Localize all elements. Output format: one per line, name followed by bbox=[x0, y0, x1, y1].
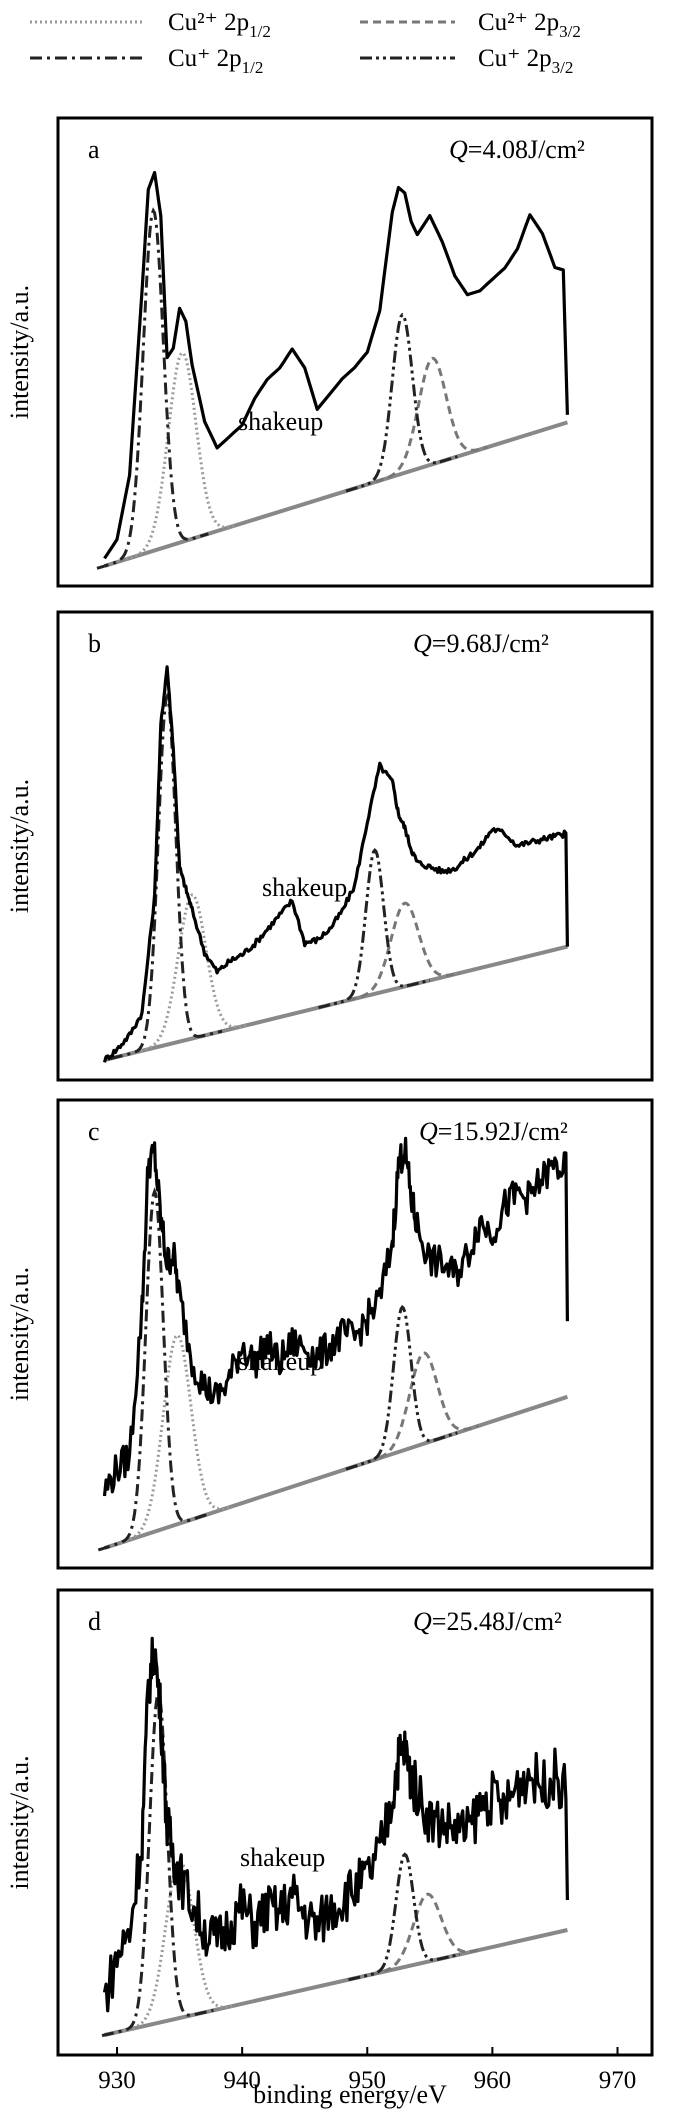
shakeup-label: shakeup bbox=[240, 1843, 325, 1872]
x-axis-label: binding energy/eV bbox=[253, 2080, 447, 2109]
panel-frame bbox=[56, 1588, 654, 2057]
panel-frame bbox=[56, 610, 654, 1082]
baseline bbox=[103, 1394, 569, 1550]
panel-a: a Q=4.08J/cm² shakeup intensity/a.u. bbox=[5, 116, 654, 588]
y-axis-label: intensity/a.u. bbox=[5, 1267, 34, 1401]
x-tick-label: 950 bbox=[349, 2067, 387, 2094]
legend-item: Cu⁺ 2p3/2 bbox=[360, 45, 573, 77]
component-peak bbox=[370, 1892, 483, 1976]
legend-label: Cu⁺ 2p1/2 bbox=[168, 45, 263, 77]
component-peak bbox=[348, 1852, 461, 1982]
panel-letter: b bbox=[88, 629, 101, 658]
legend-label: Cu²⁺ 2p3/2 bbox=[478, 9, 581, 41]
x-tick-label: 960 bbox=[474, 2067, 512, 2094]
total-envelope bbox=[102, 665, 569, 1063]
component-peak bbox=[318, 847, 431, 1010]
component-peak bbox=[348, 901, 461, 1002]
fluence-label: Q=15.92J/cm² bbox=[419, 1117, 568, 1146]
panel-d: d Q=25.48J/cm² shakeup intensity/a.u. bbox=[5, 1588, 654, 2057]
fluence-label: Q=25.48J/cm² bbox=[413, 1607, 562, 1636]
x-axis: 930 940 950 960 970 binding energy/eV bbox=[98, 2047, 636, 2109]
total-envelope bbox=[102, 1636, 569, 2013]
panel-letter: d bbox=[88, 1607, 101, 1636]
legend-item: Cu²⁺ 2p1/2 bbox=[30, 9, 271, 41]
component-peak bbox=[345, 1304, 458, 1471]
legend-label: Cu⁺ 2p3/2 bbox=[478, 45, 573, 77]
panels: a Q=4.08J/cm² shakeup intensity/a.u. b Q=9.68… bbox=[5, 116, 654, 2057]
component-peak bbox=[345, 312, 458, 493]
baseline bbox=[104, 1928, 568, 2037]
panel-frame bbox=[56, 1098, 654, 1570]
x-tick-label: 940 bbox=[223, 2067, 261, 2094]
component-peak bbox=[122, 1858, 235, 2033]
panel-b: b Q=9.68J/cm² shakeup intensity/a.u. bbox=[5, 610, 654, 1082]
legend: Cu²⁺ 2p1/2 Cu²⁺ 2p3/2 Cu⁺ 2p1/2 Cu⁺ 2p3/2 bbox=[30, 9, 581, 77]
panel-frame bbox=[56, 116, 654, 588]
component-peak bbox=[110, 692, 223, 1060]
fluence-label: Q=4.08J/cm² bbox=[449, 135, 585, 164]
legend-item: Cu²⁺ 2p3/2 bbox=[360, 9, 581, 41]
panel-letter: c bbox=[88, 1117, 100, 1146]
component-peak bbox=[97, 1187, 211, 1552]
component-peak bbox=[125, 351, 238, 561]
legend-item: Cu⁺ 2p1/2 bbox=[30, 45, 263, 77]
component-peak bbox=[366, 1351, 480, 1464]
x-tick-label: 970 bbox=[599, 2067, 637, 2094]
shakeup-label: shakeup bbox=[238, 1347, 323, 1376]
component-peak bbox=[375, 356, 488, 484]
component-peak bbox=[101, 1688, 214, 2038]
x-tick-label: 930 bbox=[98, 2067, 136, 2094]
legend-label: Cu²⁺ 2p1/2 bbox=[168, 9, 271, 41]
shakeup-label: shakeup bbox=[238, 407, 323, 436]
total-envelope bbox=[103, 170, 569, 560]
component-peak bbox=[96, 207, 209, 570]
panel-c: c Q=15.92J/cm² shakeup intensity/a.u. bbox=[5, 1098, 654, 1570]
total-envelope bbox=[102, 1136, 569, 1497]
component-peak bbox=[135, 893, 248, 1054]
shakeup-label: shakeup bbox=[262, 873, 347, 902]
component-peak bbox=[120, 1333, 233, 1545]
panel-letter: a bbox=[88, 135, 100, 164]
y-axis-label: intensity/a.u. bbox=[5, 285, 34, 419]
baseline bbox=[103, 420, 569, 568]
fluence-label: Q=9.68J/cm² bbox=[413, 629, 549, 658]
y-axis-label: intensity/a.u. bbox=[5, 779, 34, 913]
y-axis-label: intensity/a.u. bbox=[5, 1755, 34, 1889]
